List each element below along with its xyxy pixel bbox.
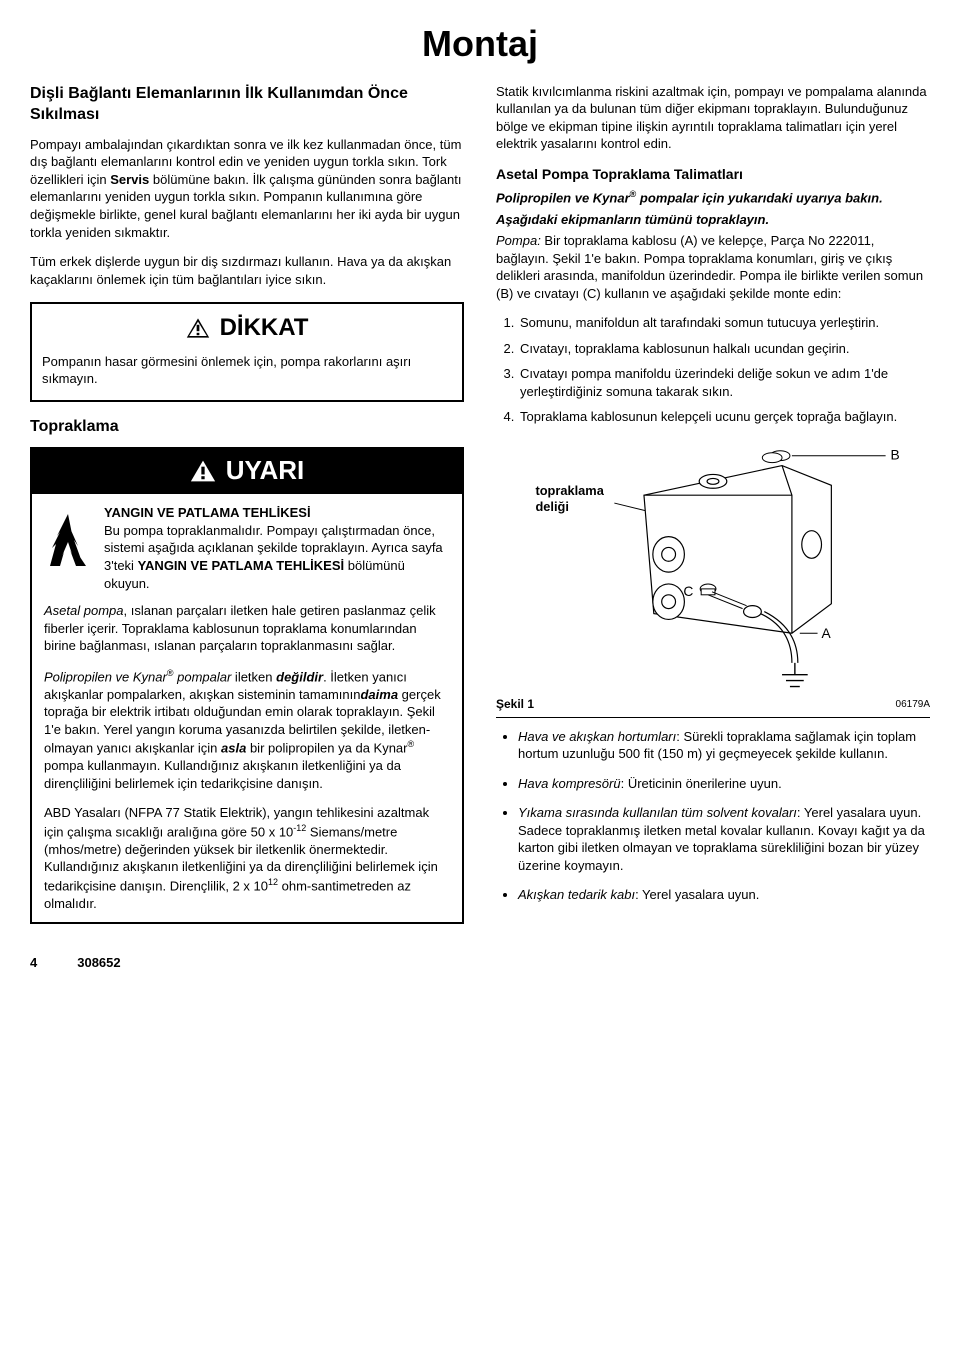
registered-mark: ® [167,668,174,678]
bullet-list: Hava ve akışkan hortumları: Sürekli topr… [496,728,930,904]
superscript: 12 [268,877,278,887]
paragraph: Pompa: Bir topraklama kablosu (A) ve kel… [496,232,930,302]
subheading: Asetal Pompa Topraklama Talimatları [496,165,930,184]
text-italic: Polipropilen ve Kynar [44,669,167,684]
section-heading: Topraklama [30,416,464,438]
footer: 4 308652 [30,954,930,972]
fig-label-b: B [891,448,900,463]
caution-head: DİKKAT [42,312,452,344]
fig-label-hole: topraklama [535,483,604,498]
registered-mark: ® [408,739,415,749]
text: pompa kullanmayın. Kullandığınız akışkan… [44,758,401,791]
paragraph: Pompayı ambalajından çıkardıktan sonra v… [30,136,464,241]
text-italic: Hava kompresörü [518,776,621,791]
right-column: Statik kıvılcımlanma riskini azaltmak iç… [496,83,930,939]
text-italic: Akışkan tedarik kabı [518,887,635,902]
text-italic: Pompa: [496,233,541,248]
fire-icon [44,504,92,592]
text-bold: YANGIN VE PATLAMA TEHLİKESİ [138,558,345,573]
text-italic: Yıkama sırasında kullanılan tüm solvent … [518,805,797,820]
fig-label-hole: deliği [535,499,568,514]
left-column: Dişli Bağlantı Elemanlarının İlk Kullanı… [30,83,464,939]
text: Bir topraklama kablosu (A) ve kelepçe, P… [496,233,923,301]
warning-para: Polipropilen ve Kynar® pompalar iletken … [44,667,450,792]
warning-head: UYARI [32,449,462,494]
figure-diagram: topraklama deliği B [496,436,930,692]
text-bold-italic: asla [221,741,246,756]
paragraph: Polipropilen ve Kynar® pompalar için yuk… [496,188,930,207]
warning-icon [190,459,216,483]
warning-box: UYARI YANGIN VE PATLAMA TEHLİKESİ Bu pom… [30,447,464,924]
section-heading: Dişli Bağlantı Elemanlarının İlk Kullanı… [30,83,464,126]
step-item: Topraklama kablosunun kelepçeli ucunu ge… [518,408,930,426]
text: : Üreticinin önerilerine uyun. [621,776,782,791]
text: pompalar için yukarıdaki uyarıya bakın. [636,190,882,205]
bullet-item: Hava ve akışkan hortumları: Sürekli topr… [518,728,930,763]
paragraph: Tüm erkek dişlerde uygun bir diş sızdırm… [30,253,464,288]
text: Polipropilen ve Kynar [496,190,630,205]
warning-body: YANGIN VE PATLAMA TEHLİKESİ Bu pompa top… [32,494,462,922]
step-list: Somunu, manifoldun alt tarafındaki somun… [496,314,930,426]
text: bir polipropilen ya da Kynar [246,741,407,756]
warning-para: YANGIN VE PATLAMA TEHLİKESİ Bu pompa top… [104,504,450,592]
step-item: Cıvatayı, topraklama kablosunun halkalı … [518,340,930,358]
text-bold: Servis [110,172,149,187]
page-title: Montaj [30,20,930,69]
text-italic: Hava ve akışkan hortumları [518,729,676,744]
warning-para: Asetal pompa, ıslanan parçaları iletken … [44,602,450,655]
text-bold-italic: daima [360,687,398,702]
step-item: Cıvatayı pompa manifoldu üzerindeki deli… [518,365,930,400]
fig-label-a: A [821,626,831,641]
doc-number: 308652 [77,954,120,972]
warning-label: UYARI [226,453,305,488]
warning-para: ABD Yasaları (NFPA 77 Statik Elektrik), … [44,804,450,912]
text: iletken [231,669,276,684]
figure-id: 06179A [896,698,930,712]
figure-caption: Şekil 1 [496,696,534,712]
page-number: 4 [30,954,37,972]
columns: Dişli Bağlantı Elemanlarının İlk Kullanı… [30,83,930,939]
figure-1: topraklama deliği B [496,436,930,718]
paragraph: Aşağıdaki ekipmanların tümünü topraklayı… [496,211,930,229]
bullet-item: Yıkama sırasında kullanılan tüm solvent … [518,804,930,874]
caution-text: Pompanın hasar görmesini önlemek için, p… [42,353,452,388]
text: : Yerel yasalara uyun. [635,887,759,902]
text-bold-italic: değildir [276,669,323,684]
superscript: -12 [293,823,306,833]
text-italic: pompalar [174,669,232,684]
caution-label: DİKKAT [220,312,309,344]
bullet-item: Akışkan tedarik kabı: Yerel yasalara uyu… [518,886,930,904]
step-item: Somunu, manifoldun alt tarafındaki somun… [518,314,930,332]
bullet-item: Hava kompresörü: Üreticinin önerilerine … [518,775,930,793]
fig-label-c: C [683,584,693,599]
text-bold: YANGIN VE PATLAMA TEHLİKESİ [104,505,311,520]
text-italic: Asetal pompa [44,603,124,618]
caution-box: DİKKAT Pompanın hasar görmesini önlemek … [30,302,464,401]
caution-icon [186,317,210,339]
paragraph: Statik kıvılcımlanma riskini azaltmak iç… [496,83,930,153]
